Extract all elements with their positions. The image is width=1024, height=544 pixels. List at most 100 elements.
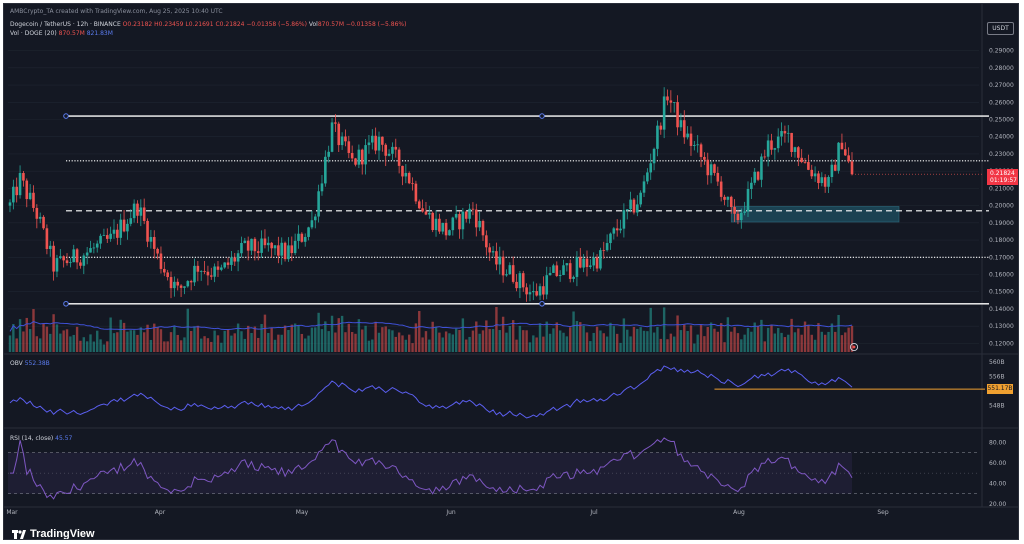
obv-line — [9, 365, 853, 419]
candle-body — [843, 149, 847, 156]
volume-bar — [542, 336, 545, 352]
rsi-label[interactable]: RSI (14, close) — [10, 435, 54, 442]
volume-bar — [414, 323, 418, 352]
time-tick-label: Sep — [877, 509, 889, 516]
volume-bar — [465, 339, 468, 352]
candle-body — [431, 212, 434, 231]
volume-bar — [545, 321, 548, 352]
volume-bar — [290, 324, 293, 352]
tradingview-logo-icon — [12, 529, 26, 540]
level-anchor-handle[interactable] — [539, 300, 545, 307]
candle-body — [696, 144, 699, 146]
volume-bar — [612, 326, 616, 352]
candle-body — [589, 265, 592, 268]
volume-bar — [401, 335, 404, 352]
level-anchor-handle[interactable] — [63, 300, 69, 307]
volume-bar — [615, 333, 619, 352]
volume-bar — [766, 327, 770, 352]
volume-bar — [253, 326, 257, 352]
volume-bar — [716, 331, 720, 352]
volume-bar — [579, 322, 582, 352]
candle-body — [391, 146, 394, 154]
candle-body — [216, 266, 220, 270]
candle-body — [662, 96, 666, 130]
candle-body — [743, 211, 746, 213]
candle-body — [65, 260, 69, 264]
candle-body — [401, 165, 404, 177]
volume-bar — [179, 340, 183, 352]
level-anchor-handle[interactable] — [539, 113, 545, 119]
volume-bar — [246, 325, 250, 352]
candle-body — [552, 265, 555, 273]
level-anchor-handle[interactable] — [63, 113, 69, 119]
volume-value-1: 870.57M — [58, 30, 85, 37]
price-chart[interactable]: 0.29000 0.28000 0.27000 0.26000 0.25000 0.240… — [4, 4, 1019, 540]
volume-bar — [844, 332, 847, 352]
candle-body — [179, 285, 183, 288]
volume-bar — [582, 325, 585, 352]
volume-bar — [636, 328, 639, 352]
volume-bar — [532, 335, 535, 352]
candle-body — [360, 149, 364, 165]
candle-body — [62, 256, 65, 261]
candle-body — [75, 249, 79, 263]
volume-bar — [605, 336, 609, 352]
volume-label[interactable]: Vol · DOGE (20) — [10, 30, 57, 37]
volume-bar — [760, 319, 763, 352]
candle-body — [99, 235, 102, 244]
volume-bar — [793, 332, 797, 352]
candle-body — [817, 173, 820, 184]
volume-bar — [673, 336, 676, 352]
volume-bar — [300, 333, 304, 352]
candle-body — [642, 181, 646, 193]
volume-bar — [122, 322, 126, 352]
candle-body — [18, 173, 22, 196]
candle-body — [736, 213, 740, 221]
volume-bar — [62, 330, 65, 352]
tradingview-logo[interactable]: TradingView — [12, 528, 95, 540]
obv-label[interactable]: OBV — [10, 360, 23, 367]
volume-bar — [535, 337, 538, 352]
candle-body — [421, 208, 424, 212]
price-tick-label: 0.13000 — [989, 323, 1014, 330]
candle-body — [424, 211, 428, 215]
currency-button[interactable]: USDT — [987, 22, 1014, 35]
candle-body — [32, 192, 35, 208]
candle-body — [230, 257, 233, 265]
volume-bar — [159, 329, 163, 352]
candle-body — [652, 148, 656, 164]
volume-bar — [324, 321, 327, 352]
candle-body — [575, 257, 579, 277]
time-tick-label: May — [296, 509, 309, 516]
candle-body — [327, 151, 330, 157]
candle-body — [253, 238, 257, 252]
volume-bar — [746, 328, 750, 352]
volume-bar — [454, 328, 458, 352]
candle-body — [558, 275, 562, 276]
volume-bar — [703, 336, 706, 352]
volume-bar — [810, 334, 813, 352]
demand-zone[interactable] — [730, 206, 900, 223]
rsi-tick-label: 40.00 — [989, 480, 1006, 487]
replay-icon[interactable] — [849, 342, 859, 352]
volume-bar — [32, 309, 35, 352]
candle-body — [334, 122, 337, 124]
candle-body — [277, 245, 280, 256]
candle-body — [384, 144, 388, 156]
candle-body — [629, 199, 632, 210]
candle-body — [163, 268, 166, 273]
vol-inline-label: Vol — [308, 21, 318, 28]
volume-bar — [783, 337, 787, 352]
volume-bar — [59, 333, 62, 352]
candle-body — [515, 281, 518, 289]
price-tick-label: 0.29000 — [989, 48, 1014, 55]
candle-body — [156, 248, 159, 254]
candle-body — [723, 196, 726, 200]
volume-bar — [800, 334, 803, 352]
volume-bar — [226, 329, 230, 352]
volume-bar — [267, 332, 270, 352]
symbol-title[interactable]: Dogecoin / TetherUS · 12h · BINANCE — [10, 21, 121, 28]
candle-body — [733, 207, 736, 214]
volume-bar — [693, 343, 696, 352]
volume-bar — [216, 335, 220, 352]
